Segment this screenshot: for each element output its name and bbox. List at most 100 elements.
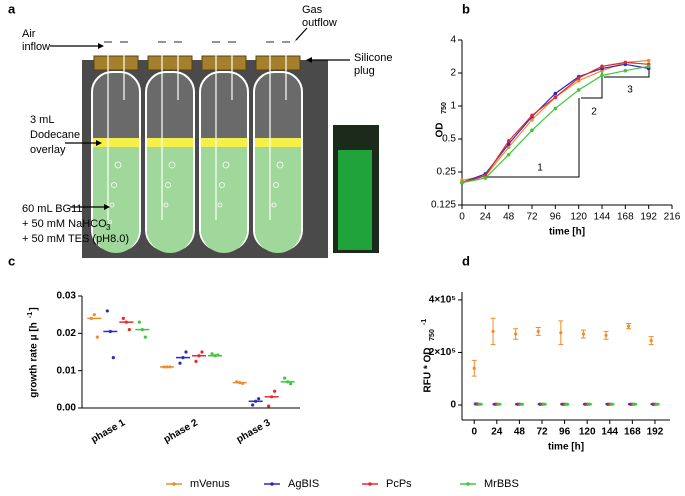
point	[127, 328, 131, 332]
diagram-label: 3 mL	[30, 114, 54, 126]
point	[286, 380, 290, 384]
panel-letter: a	[8, 1, 16, 16]
legend-label: mVenus	[190, 478, 230, 490]
y-axis-label: ]	[29, 307, 40, 310]
x-tick-label: 120	[579, 427, 596, 438]
y-tick-label: 0.03	[57, 291, 77, 302]
point	[587, 402, 592, 406]
x-tick-label: 216	[664, 212, 681, 223]
y-axis-label: OD	[435, 123, 446, 138]
point	[520, 402, 524, 406]
x-axis-label: time [h]	[548, 442, 584, 453]
point	[483, 176, 488, 180]
diagram-label: + 50 mM TES (pH8.0)	[22, 233, 129, 245]
legend-label: AgBIS	[288, 478, 319, 490]
point	[251, 403, 255, 407]
diagram-label: inflow	[22, 41, 50, 53]
point	[514, 332, 518, 336]
y-tick-label: 1	[450, 101, 456, 112]
x-tick-label: 144	[594, 212, 611, 223]
point	[238, 381, 242, 385]
point	[600, 64, 604, 69]
y-axis-label: -1	[27, 312, 34, 318]
diagram-label: Dodecane	[30, 129, 80, 141]
point	[472, 366, 476, 370]
x-tick-label: 0	[471, 427, 477, 438]
point	[213, 354, 217, 358]
point	[632, 402, 637, 406]
point	[137, 320, 141, 324]
point	[553, 95, 558, 100]
point	[623, 68, 628, 73]
point	[184, 350, 188, 354]
y-tick-label: 0.01	[57, 365, 77, 376]
x-tick-label: 96	[559, 427, 571, 438]
diagram-label: Air	[22, 28, 36, 40]
point	[536, 329, 540, 334]
point	[497, 402, 501, 406]
y-tick-label: 0.5	[442, 134, 456, 145]
point	[576, 78, 581, 83]
series-line	[461, 63, 649, 184]
x-tick-label: 192	[647, 427, 664, 438]
annotation: 3	[627, 85, 633, 96]
point	[491, 329, 495, 334]
diagram-label: Silicone	[354, 52, 393, 64]
y-tick-label: 0.125	[431, 200, 456, 211]
point	[216, 353, 220, 357]
y-axis-label: 750	[441, 102, 448, 114]
y-tick-label: 4	[450, 35, 456, 46]
point	[95, 335, 99, 339]
point	[553, 91, 558, 96]
point	[581, 332, 586, 336]
point	[105, 309, 109, 313]
point	[646, 64, 651, 69]
point	[254, 399, 258, 403]
diagram-label: + 50 mM NaHCO	[22, 218, 107, 230]
legend-swatch	[466, 482, 470, 486]
point	[267, 404, 271, 408]
y-axis-label: growth rate μ [h	[29, 322, 40, 398]
point	[604, 333, 608, 337]
point	[181, 356, 185, 360]
point	[506, 152, 511, 157]
y-tick-label: 0.00	[57, 403, 77, 414]
x-tick-label: 48	[514, 427, 526, 438]
point	[460, 180, 464, 185]
point	[241, 381, 245, 385]
point	[92, 313, 96, 317]
point	[270, 395, 274, 399]
y-tick-label: 0.02	[57, 328, 77, 339]
point	[506, 139, 511, 143]
bubbles	[108, 161, 284, 224]
point	[121, 316, 125, 320]
legend-label: MrBBS	[484, 478, 519, 490]
point	[273, 389, 277, 393]
point	[210, 352, 214, 356]
point	[530, 128, 534, 133]
culture	[93, 147, 301, 253]
diagram-label: plug	[354, 65, 375, 77]
point	[655, 402, 659, 406]
x-tick-label: 72	[526, 212, 538, 223]
point	[530, 117, 534, 122]
y-axis-label: -1	[421, 319, 428, 325]
point	[143, 335, 147, 339]
point	[194, 359, 198, 363]
x-tick-label: 144	[601, 427, 618, 438]
diagram-label: 3	[106, 223, 111, 232]
x-tick-label: 48	[503, 212, 515, 223]
photo-culture	[338, 150, 372, 250]
x-tick-label: 168	[617, 212, 634, 223]
point	[559, 331, 563, 335]
series-line	[461, 65, 649, 184]
x-tick-label: 168	[624, 427, 641, 438]
y-tick-label: 4×10⁵	[429, 295, 457, 306]
point	[626, 324, 631, 328]
panel-letter: c	[8, 253, 15, 268]
point	[235, 380, 239, 384]
series-line	[461, 59, 649, 181]
x-tick-label: 96	[550, 212, 562, 223]
diagram-label: Gas	[302, 4, 323, 16]
